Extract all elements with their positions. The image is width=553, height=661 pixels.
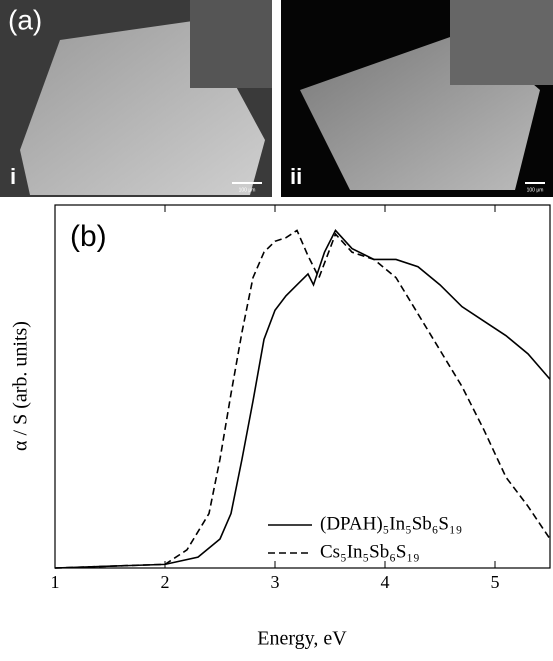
- image-label: ii: [290, 164, 302, 189]
- legend-label: (DPAH)₅In₅Sb₆S₁₉: [320, 513, 462, 534]
- x-tick-label: 5: [491, 572, 500, 592]
- x-tick-label: 1: [51, 572, 60, 592]
- panel-label: (a): [8, 4, 42, 35]
- x-tick-label: 2: [161, 572, 170, 592]
- image-ii: ii 100 μm: [281, 0, 553, 197]
- legend-label: Cs₅In₅Sb₆S₁₉: [320, 541, 420, 562]
- x-tick-label: 4: [381, 572, 390, 592]
- image-label: i: [10, 164, 16, 189]
- image-i: (a) i 100 μm: [0, 0, 272, 197]
- scale-bar: 100 μm: [239, 187, 256, 193]
- data-line: [55, 230, 550, 568]
- data-line: [55, 230, 550, 568]
- x-tick-label: 3: [271, 572, 280, 592]
- chart: (b) Energy, eV α / S (arb. units) 1 2 3 4 5 (…: [10, 205, 550, 650]
- scale-bar: 100 μm: [527, 187, 544, 193]
- chart-title: (b): [70, 220, 107, 253]
- figure: (a) i 100 μm ii 100 μm (b) Energy, eV α …: [0, 0, 553, 656]
- x-axis-label: Energy, eV: [257, 628, 347, 650]
- y-axis-label: α / S (arb. units): [10, 321, 32, 451]
- plot-frame: [55, 205, 550, 568]
